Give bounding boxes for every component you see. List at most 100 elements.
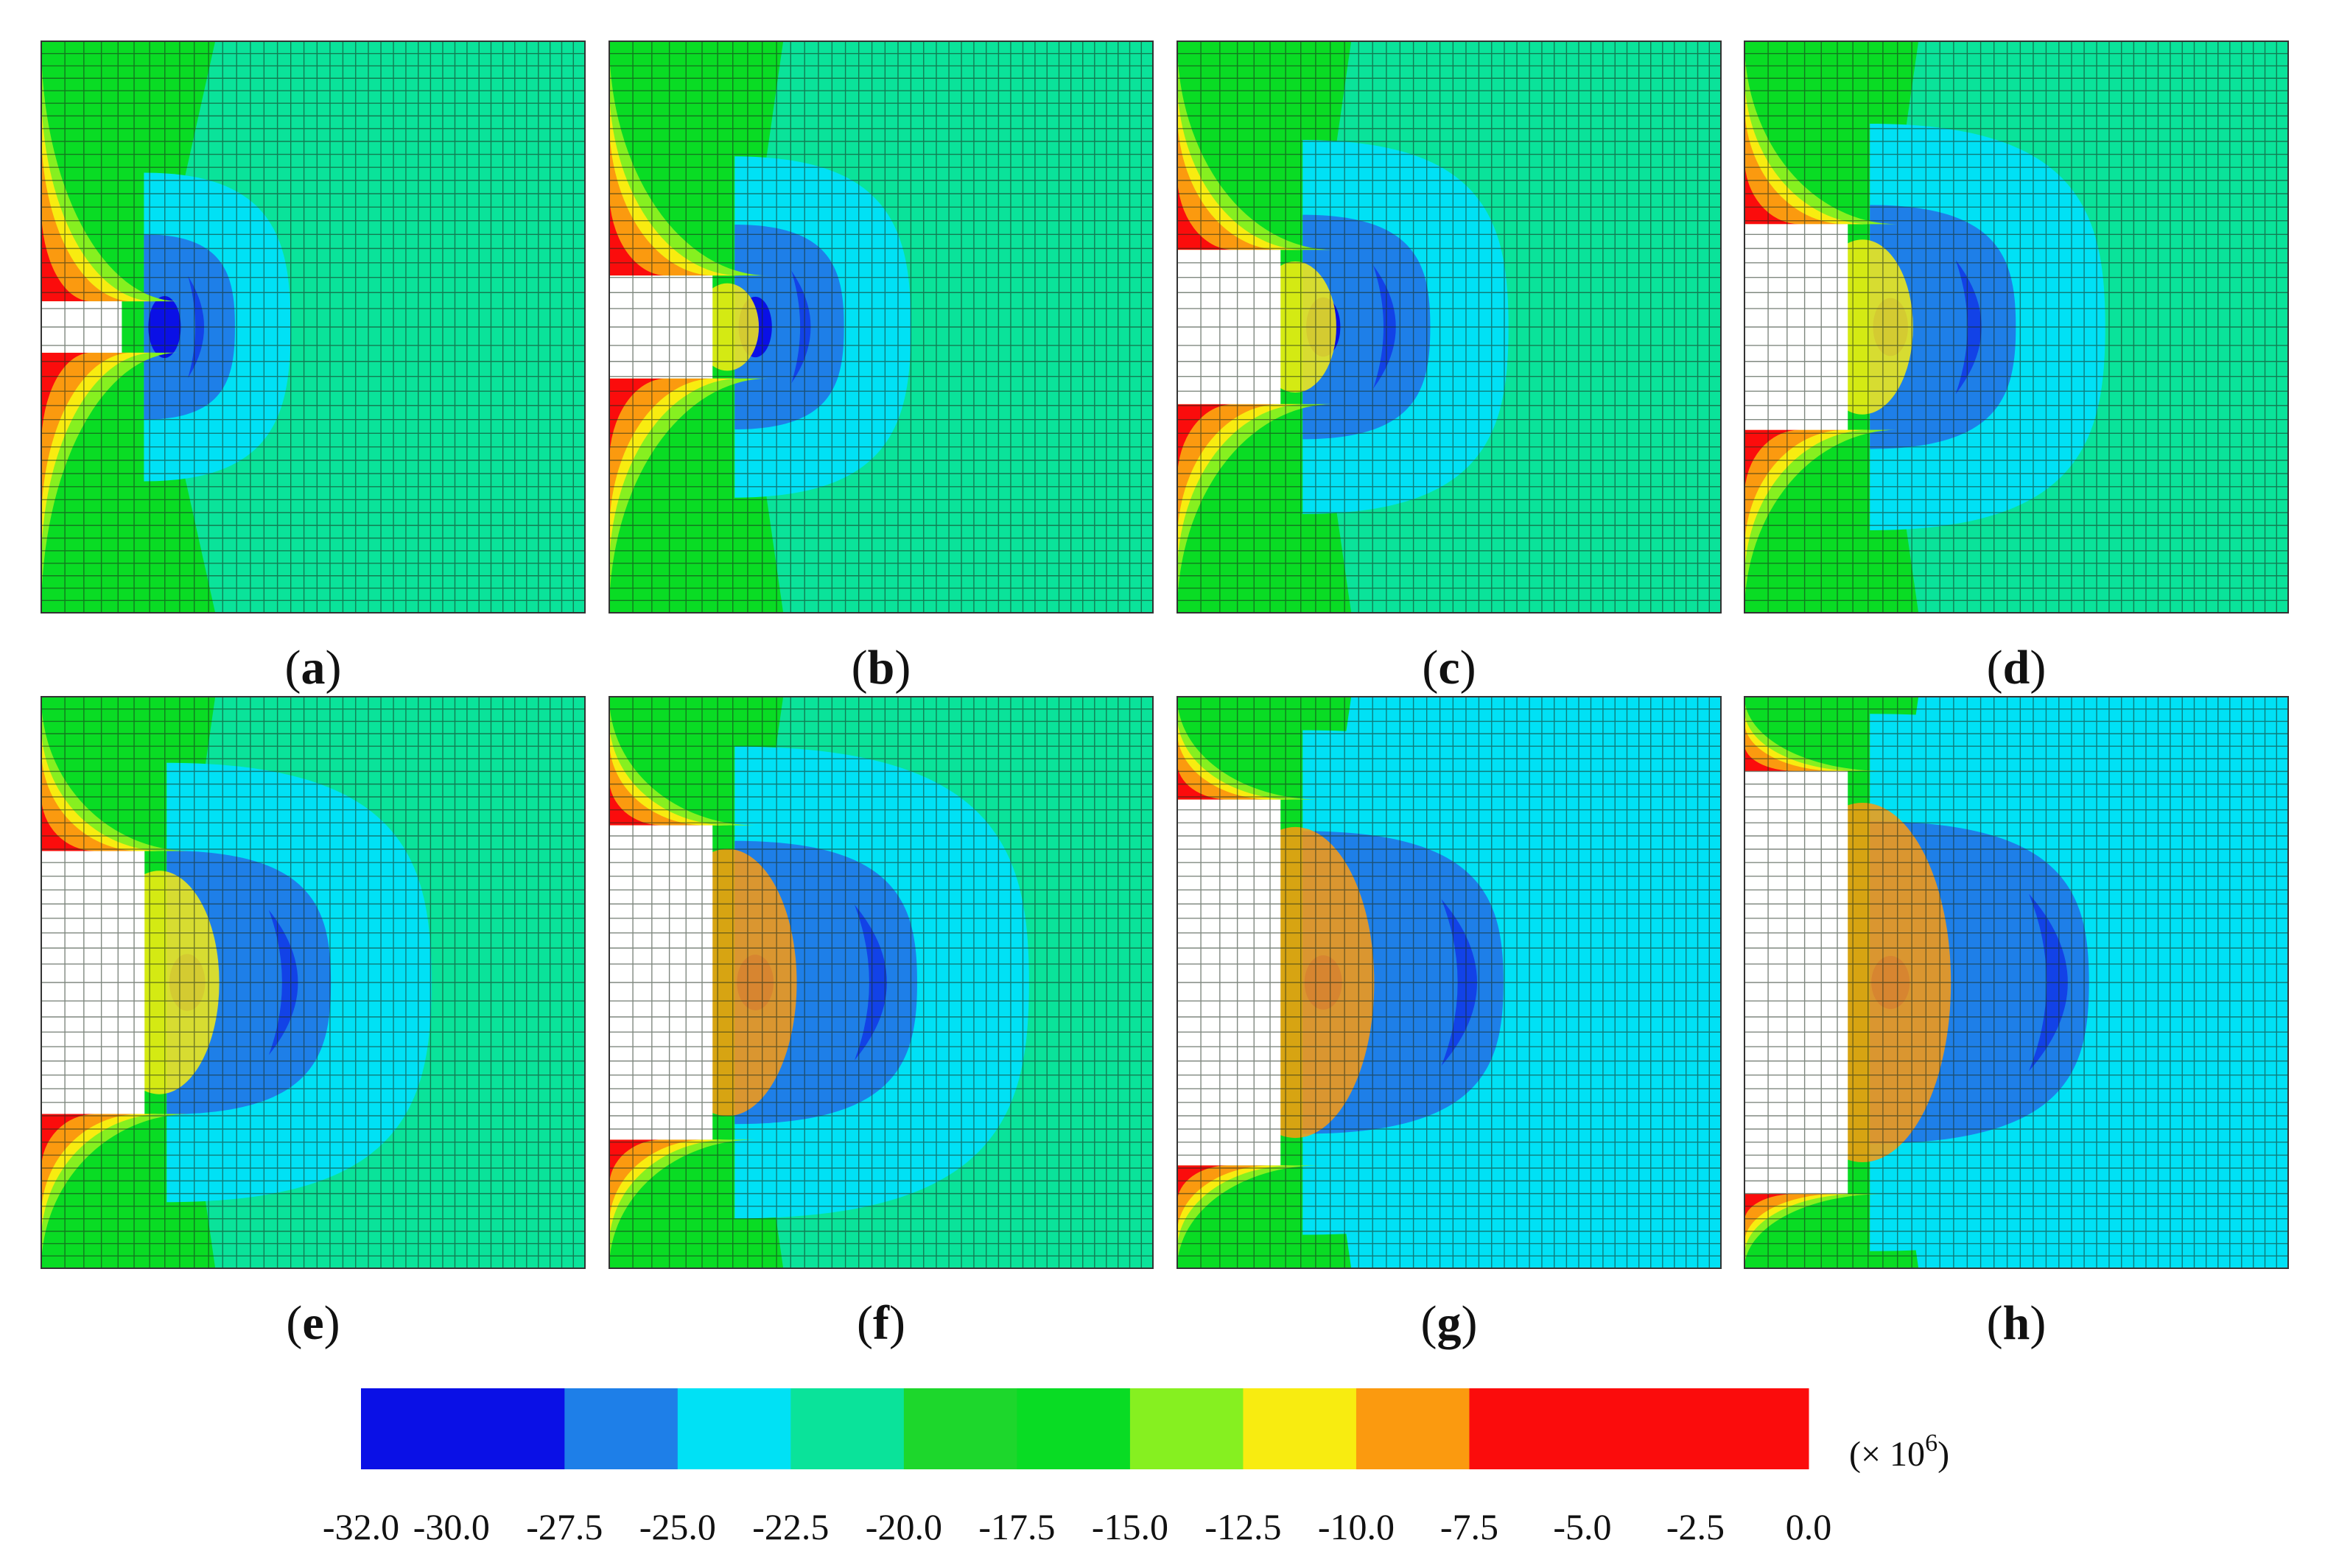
- colorbar-tick-label: -32.0: [323, 1506, 399, 1547]
- colorbar-swatch-5: [1017, 1388, 1131, 1469]
- release-fan: [41, 41, 179, 302]
- release-fan: [609, 378, 715, 533]
- release-fan: [609, 378, 667, 463]
- label-letter: h: [2003, 1296, 2030, 1350]
- release-fan: [41, 352, 179, 613]
- label-letter: g: [1437, 1296, 1462, 1350]
- release-fan: [41, 697, 192, 851]
- colorbar-tick-label: -10.0: [1318, 1506, 1395, 1547]
- label-close-paren: ): [324, 1296, 340, 1350]
- colorbar-swatch-3: [790, 1388, 905, 1469]
- label-close-paren: ): [894, 641, 911, 695]
- mesh-grid: [1744, 41, 2288, 613]
- release-fan: [1177, 1165, 1230, 1203]
- contour-panel-d: [1744, 41, 2288, 613]
- panel-labels: (a) (b) (c) (d)(e) (f) (g) (h): [285, 641, 2047, 1350]
- release-fan: [1177, 404, 1280, 542]
- release-fan: [609, 41, 768, 276]
- release-fan: [41, 352, 113, 488]
- release-fan: [1177, 746, 1252, 800]
- mesh-grid: [1177, 697, 1721, 1268]
- mesh-grid: [609, 41, 1153, 613]
- release-fan: [609, 778, 662, 826]
- colorbar-tick-label: -22.5: [752, 1506, 829, 1547]
- release-fan: [1744, 1194, 1795, 1221]
- colorbar-swatch-0: [361, 1388, 565, 1469]
- mesh-grid: [41, 41, 585, 613]
- colorbar-tick-label: -17.5: [978, 1506, 1055, 1547]
- release-fan: [41, 1114, 141, 1216]
- release-fan: [1744, 1194, 1817, 1233]
- release-fan: [1744, 74, 1870, 225]
- release-fan: [1177, 404, 1234, 479]
- release-fan: [41, 749, 141, 851]
- label-open-paren: (: [852, 641, 868, 695]
- release-fan: [1177, 1165, 1252, 1219]
- colorbar-tick-label: -15.0: [1092, 1506, 1168, 1547]
- release-fan: [1744, 697, 1885, 771]
- release-fan: [609, 697, 756, 826]
- release-fan: [1744, 41, 1898, 225]
- label-letter: b: [868, 641, 895, 695]
- release-fan: [1744, 429, 1898, 613]
- contour-panel-a: [41, 41, 585, 613]
- label-open-paren: (: [1421, 1296, 1437, 1350]
- release-fan: [1744, 429, 1800, 496]
- label-open-paren: (: [857, 1296, 873, 1350]
- panel-label-g: (g): [1421, 1296, 1478, 1350]
- release-fan: [1177, 762, 1230, 800]
- label-letter: f: [873, 1296, 890, 1350]
- release-fan: [1177, 141, 1259, 250]
- contour-panels: [41, 41, 2289, 1269]
- release-fan: [41, 166, 113, 302]
- release-fan: [1177, 697, 1321, 800]
- contour-panel-b: [609, 41, 1153, 613]
- panel-frame: [1176, 696, 1722, 1269]
- panel-label-c: (c): [1422, 641, 1476, 695]
- colorbar-tick-label: 0.0: [1786, 1506, 1832, 1547]
- panel-frame: [41, 696, 586, 1269]
- panel-label-a: (a): [285, 641, 342, 695]
- release-fan: [1744, 429, 1824, 525]
- release-fan: [1744, 744, 1795, 771]
- contour-panel-h: [1744, 697, 2288, 1268]
- release-fan: [1177, 715, 1295, 800]
- release-fan: [609, 1139, 756, 1268]
- label-letter: a: [301, 641, 326, 695]
- panel-label-f: (f): [857, 1296, 905, 1350]
- panel-frame: [1744, 696, 2289, 1269]
- release-fan: [1177, 175, 1234, 250]
- contour-panel-c: [1177, 41, 1721, 613]
- label-open-paren: (: [1987, 1296, 2003, 1350]
- release-fan: [41, 1114, 164, 1241]
- colorbar-swatch-9: [1469, 1388, 1809, 1469]
- colorbar-swatch-7: [1243, 1388, 1357, 1469]
- panel-label-e: (e): [286, 1296, 340, 1350]
- release-fan: [1177, 112, 1280, 250]
- panel-label-b: (b): [852, 641, 911, 695]
- colorbar-tick-label: -20.0: [866, 1506, 942, 1547]
- colorbar-tick-label: -2.5: [1666, 1506, 1725, 1547]
- colorbar: -32.0 -30.0 -27.5 -25.0 -22.5 -20.0 -17.5 -15.0…: [323, 1388, 1949, 1547]
- panel-label-h: (h): [1987, 1296, 2047, 1350]
- panel-frame: [1176, 41, 1722, 614]
- release-fan: [609, 378, 768, 613]
- colorbar-swatch-6: [1129, 1388, 1244, 1469]
- mesh-grid: [41, 697, 585, 1268]
- release-fan: [41, 1114, 96, 1170]
- release-fan: [609, 121, 715, 276]
- release-fan: [609, 720, 730, 826]
- label-open-paren: (: [285, 641, 301, 695]
- label-close-paren: ): [2030, 1296, 2046, 1350]
- release-fan: [41, 352, 132, 524]
- colorbar-tick-labels: -32.0 -30.0 -27.5 -25.0 -22.5 -20.0 -17.5 -15.0…: [323, 1506, 1831, 1547]
- label-open-paren: (: [1422, 641, 1438, 695]
- mesh-grid: [1744, 697, 2288, 1268]
- label-close-paren: ): [1462, 1296, 1478, 1350]
- panel-frame: [609, 696, 1154, 1269]
- panel-frame: [41, 41, 586, 614]
- release-fan: [1744, 732, 1817, 771]
- release-fan: [1744, 429, 1870, 580]
- label-open-paren: (: [1987, 641, 2003, 695]
